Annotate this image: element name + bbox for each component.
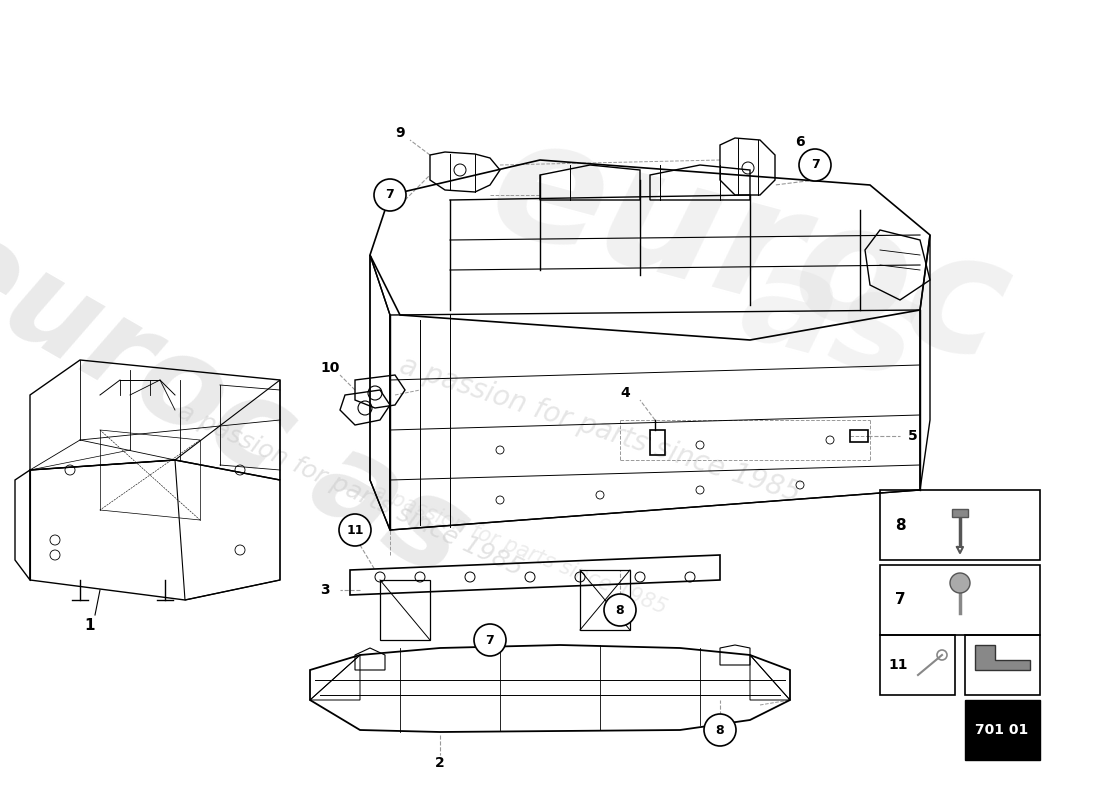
Text: a passion for parts since 1985: a passion for parts since 1985 (396, 352, 804, 508)
Text: 3: 3 (320, 583, 330, 597)
FancyBboxPatch shape (952, 509, 968, 517)
Text: euroc as: euroc as (0, 198, 490, 602)
Text: as: as (727, 232, 933, 408)
Text: 8: 8 (616, 603, 625, 617)
Text: 8: 8 (895, 518, 905, 533)
Text: 5: 5 (909, 429, 917, 443)
Circle shape (950, 573, 970, 593)
Circle shape (474, 624, 506, 656)
Text: a passion for parts since 1985: a passion for parts since 1985 (174, 399, 526, 581)
Text: 9: 9 (395, 126, 405, 140)
Text: 7: 7 (485, 634, 494, 646)
FancyBboxPatch shape (965, 700, 1040, 760)
Circle shape (704, 714, 736, 746)
Text: 4: 4 (620, 386, 630, 400)
Text: 6: 6 (795, 135, 805, 149)
Text: 11: 11 (346, 523, 364, 537)
Circle shape (339, 514, 371, 546)
Text: a passion for parts since 1985: a passion for parts since 1985 (371, 482, 670, 618)
Text: 7: 7 (895, 593, 905, 607)
Text: euroc: euroc (474, 103, 1025, 397)
Text: 7: 7 (811, 158, 819, 171)
Text: 8: 8 (716, 723, 724, 737)
Text: 2: 2 (436, 756, 444, 770)
Text: 11: 11 (888, 658, 907, 672)
Text: 10: 10 (320, 361, 340, 375)
Polygon shape (975, 645, 1030, 670)
Circle shape (604, 594, 636, 626)
Text: 701 01: 701 01 (976, 723, 1028, 737)
Circle shape (374, 179, 406, 211)
Text: 1: 1 (85, 618, 96, 633)
Circle shape (799, 149, 830, 181)
Text: 7: 7 (386, 189, 395, 202)
